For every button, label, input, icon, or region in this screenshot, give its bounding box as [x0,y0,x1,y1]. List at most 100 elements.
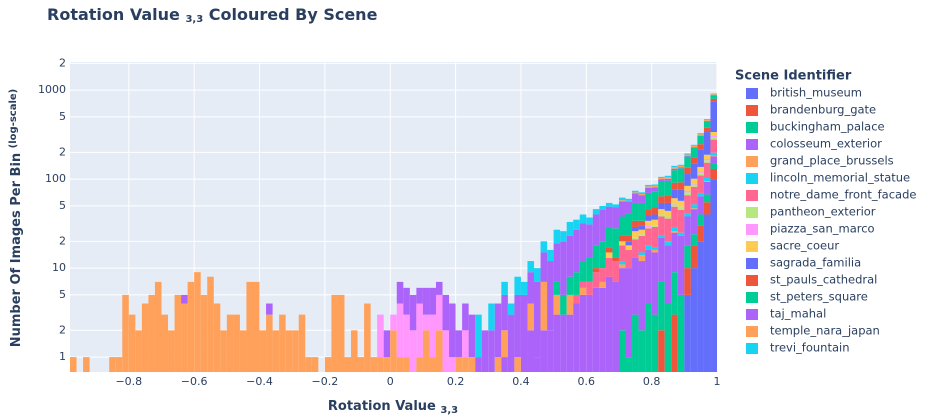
histogram-bar [671,170,678,183]
histogram-bar [266,303,273,315]
histogram-bar [664,210,672,217]
histogram-bar [383,357,391,372]
histogram-bar [697,149,704,167]
histogram-bar [233,314,240,372]
histogram-bar [285,330,293,372]
histogram-bar [703,127,711,133]
histogram-bar [703,160,711,163]
histogram-bar [658,177,665,180]
histogram-bar [462,330,469,358]
histogram-bar [703,177,711,182]
histogram-bar [592,272,600,288]
histogram-bar [475,357,482,372]
histogram-bar [618,330,626,372]
histogram-bar [553,243,561,282]
histogram-bar [213,303,221,372]
histogram-bar [677,209,685,233]
histogram-bar [645,215,652,221]
histogram-bar [599,205,606,210]
histogram-bar [632,190,639,193]
legend-swatch [746,139,758,150]
histogram-bar [697,175,704,193]
histogram-bar [684,216,691,246]
histogram-bar [579,214,587,224]
histogram-bar [690,186,698,205]
histogram-bar [331,294,338,372]
histogram-bar [534,268,541,282]
histogram-bar [337,294,345,372]
histogram-bar [148,294,155,372]
histogram-bar [638,194,646,196]
histogram-bar [690,145,698,148]
histogram-bar [605,257,613,277]
histogram-bar [534,281,541,358]
histogram-bar [625,357,633,372]
histogram-bar [703,132,711,155]
histogram-bar [703,119,711,121]
legend-label: colosseum_exterior [770,137,882,151]
histogram-bar [625,200,633,202]
histogram-bar [540,330,548,372]
legend-label: british_museum [770,86,862,100]
histogram-bar [697,171,704,173]
histogram-bar [710,98,717,102]
histogram-bar [645,184,652,187]
histogram-bar [684,195,691,214]
histogram-bar [435,330,443,372]
histogram-bar [553,229,561,244]
histogram-bar [632,231,639,238]
histogram-bar [272,330,280,372]
histogram-bar [566,221,574,236]
histogram-bar [658,235,665,238]
histogram-bar [671,167,678,169]
y-tick-label: 2 [59,56,66,69]
histogram-bar [690,157,698,164]
histogram-bar [697,214,704,226]
histogram-bar [599,241,606,269]
histogram-bar [566,276,574,295]
histogram-bar [618,261,626,265]
histogram-bar [658,214,665,217]
histogram-bar [187,281,195,372]
histogram-bar [677,232,685,236]
histogram-bar [684,294,691,372]
histogram-bar [618,235,626,242]
y-tick-label: 2 [59,234,66,247]
histogram-bar [560,231,567,242]
histogram-bar [396,281,404,304]
histogram-bar [468,314,476,358]
legend-swatch [746,105,758,116]
histogram-bar [527,330,535,372]
histogram-bar [664,303,672,372]
histogram-bar [710,135,717,137]
histogram-bar [638,192,646,195]
histogram-bar [239,330,247,372]
histogram-bar [462,357,469,372]
histogram-bar [697,172,704,176]
histogram-bar [684,156,691,168]
histogram-bar [697,192,704,197]
histogram-bar [625,198,633,201]
histogram-bar [468,357,476,372]
histogram-bar [703,119,711,120]
histogram-bar [599,268,606,282]
histogram-bar [697,225,704,242]
histogram-bar [664,180,672,196]
histogram-bar [664,216,672,219]
histogram-bar [671,198,678,204]
histogram-bar [599,287,606,372]
histogram-bar [429,357,436,372]
histogram-bar [638,235,646,253]
histogram-bar [507,314,515,372]
histogram-bar [651,314,659,372]
histogram-bar [422,330,430,372]
histogram-bar [135,330,142,372]
histogram-bar [573,272,580,295]
histogram-bar [592,209,600,215]
legend-label: sacre_coeur [770,239,839,253]
y-tick-label: 100 [45,172,66,185]
histogram-bar [592,245,600,269]
histogram-bar [658,281,665,331]
histogram-bar [416,303,423,358]
